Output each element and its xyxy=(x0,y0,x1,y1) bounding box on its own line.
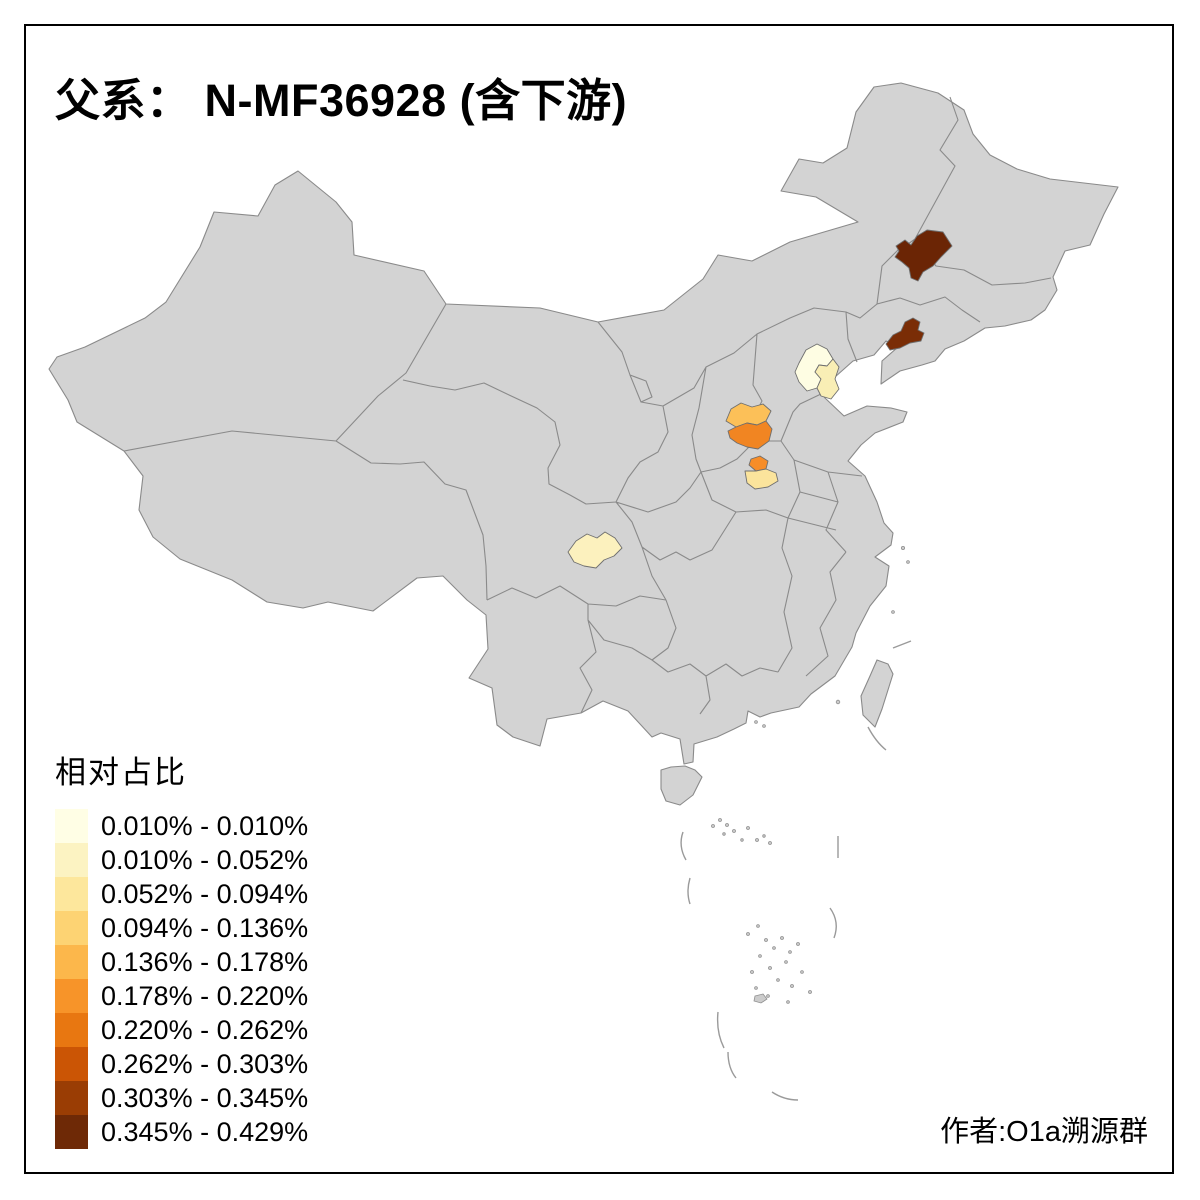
attribution-text: 作者:O1a溯源群 xyxy=(940,1116,1148,1148)
legend-swatch xyxy=(55,1081,88,1115)
legend-swatch xyxy=(55,1047,88,1081)
legend-swatch xyxy=(55,843,88,877)
legend-label: 0.220% - 0.262% xyxy=(101,1015,309,1045)
legend-row: 0.010% - 0.052% xyxy=(55,843,308,877)
legend-swatch xyxy=(55,911,88,945)
legend-swatch xyxy=(55,1115,88,1149)
province-border-lines xyxy=(123,96,1052,715)
legend: 相对占比 0.010% - 0.010% 0.010% - 0.052% 0.0… xyxy=(55,747,308,1149)
legend-row: 0.262% - 0.303% xyxy=(55,1047,308,1081)
legend-title: 相对占比 xyxy=(55,755,187,790)
legend-row: 0.178% - 0.220% xyxy=(55,979,308,1013)
legend-row: 0.094% - 0.136% xyxy=(55,911,308,945)
region-shanxi-central-prefecture xyxy=(727,420,773,450)
legend-row: 0.220% - 0.262% xyxy=(55,1013,308,1047)
region-jilin-northwest-prefecture xyxy=(894,229,953,282)
legend-label: 0.178% - 0.220% xyxy=(101,981,309,1011)
legend-row: 0.303% - 0.345% xyxy=(55,1081,308,1115)
legend-label: 0.010% - 0.010% xyxy=(101,811,309,841)
hainan-island xyxy=(660,765,703,806)
legend-label: 0.094% - 0.136% xyxy=(101,913,309,943)
sea-islands xyxy=(711,546,910,1004)
legend-swatch xyxy=(55,1013,88,1047)
spratly-islet xyxy=(753,993,768,1004)
region-sichuan-chengdu-prefecture xyxy=(567,531,623,569)
region-shanxi-south-prefecture xyxy=(744,468,779,490)
legend-row: 0.010% - 0.010% xyxy=(55,809,308,843)
land-layer xyxy=(48,82,1119,806)
plot-frame xyxy=(24,24,1174,1174)
map-title: 父系： N-MF36928 (含下游) xyxy=(55,75,628,126)
mainland-china xyxy=(48,82,1119,765)
region-liaoning-central-prefecture xyxy=(885,317,925,351)
legend-label: 0.303% - 0.345% xyxy=(101,1083,309,1113)
legend-swatch xyxy=(55,979,88,1013)
legend-row: 0.345% - 0.429% xyxy=(55,1115,308,1149)
legend-swatch xyxy=(55,945,88,979)
province-borders xyxy=(123,96,1052,715)
legend-row: 0.136% - 0.178% xyxy=(55,945,308,979)
legend-label: 0.010% - 0.052% xyxy=(101,845,309,875)
legend-label: 0.262% - 0.303% xyxy=(101,1049,309,1079)
legend-swatch xyxy=(55,809,88,843)
legend-label: 0.345% - 0.429% xyxy=(101,1117,309,1147)
legend-label: 0.052% - 0.094% xyxy=(101,879,309,909)
highlight-regions xyxy=(567,229,953,569)
legend-swatch xyxy=(55,877,88,911)
sea-dash-lines xyxy=(680,640,912,1101)
legend-rows: 0.010% - 0.010% 0.010% - 0.052% 0.052% -… xyxy=(55,809,308,1149)
region-tianjin xyxy=(814,358,840,400)
taiwan-island xyxy=(860,659,894,728)
legend-label: 0.136% - 0.178% xyxy=(101,947,309,977)
legend-row: 0.052% - 0.094% xyxy=(55,877,308,911)
